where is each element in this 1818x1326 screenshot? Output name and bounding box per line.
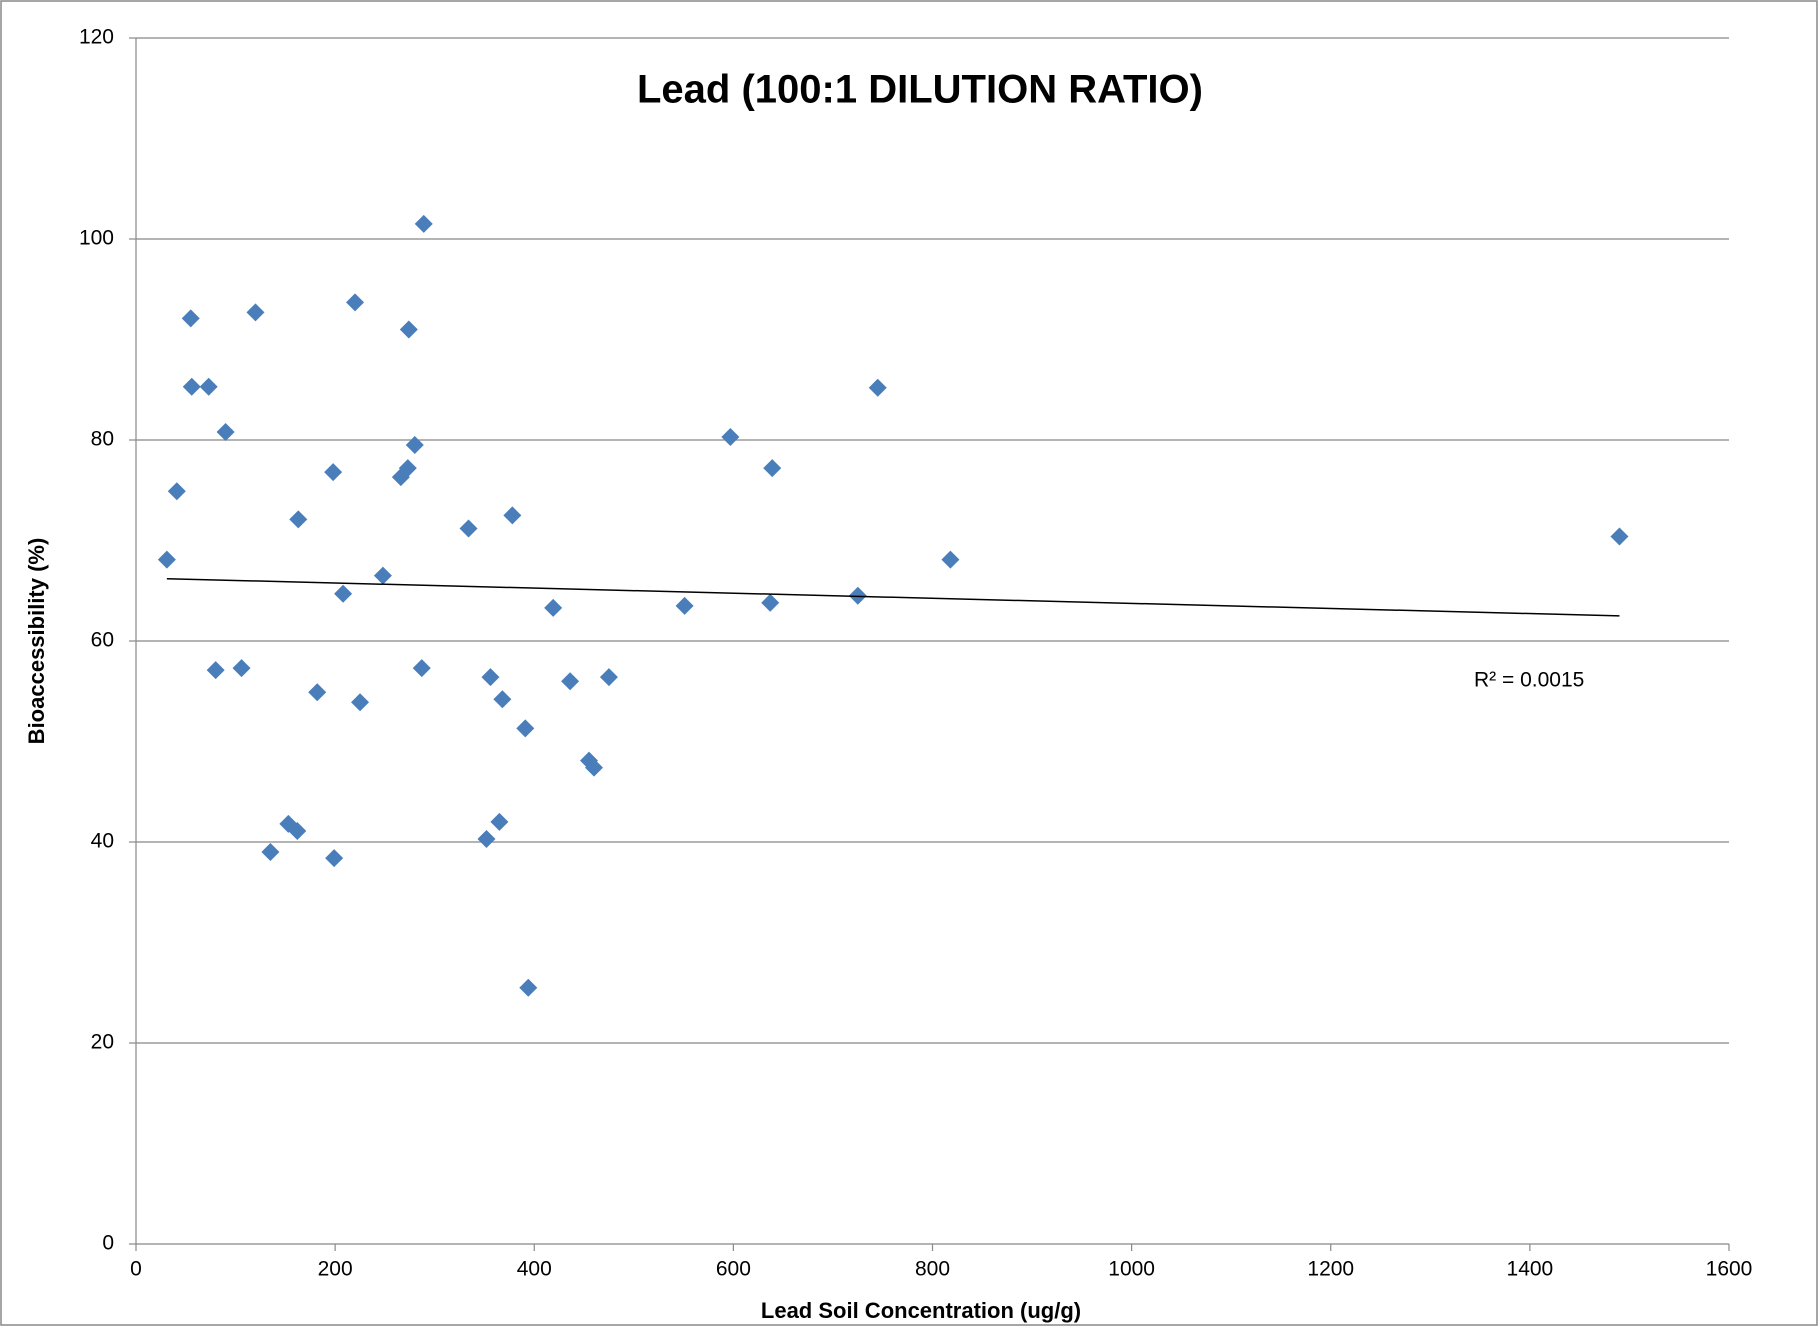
point <box>216 422 235 441</box>
point <box>503 506 522 525</box>
x-tick-label: 1000 <box>1108 1258 1155 1281</box>
x-tick-label: 1200 <box>1307 1258 1354 1281</box>
point <box>398 459 417 478</box>
x-tick-label: 1400 <box>1507 1258 1554 1281</box>
x-tick-label: 400 <box>517 1258 552 1281</box>
point <box>761 593 780 612</box>
point <box>544 598 563 617</box>
x-axis-label: Lead Soil Concentration (ug/g) <box>761 1298 1081 1323</box>
point <box>584 758 603 777</box>
x-tick-label: 200 <box>318 1258 353 1281</box>
y-axis-label: Bioaccessibility (%) <box>24 538 49 745</box>
point <box>561 672 580 691</box>
point <box>325 849 344 868</box>
y-tick-label: 80 <box>91 428 114 451</box>
point <box>477 829 496 848</box>
point <box>346 293 365 312</box>
trendline-label: R² = 0.0015 <box>1474 669 1584 692</box>
point <box>334 584 353 603</box>
point <box>1610 527 1629 546</box>
point <box>288 821 307 840</box>
point <box>459 519 478 538</box>
point <box>206 661 225 680</box>
point <box>599 668 618 687</box>
point <box>308 683 327 702</box>
point <box>373 566 392 585</box>
point <box>351 693 370 712</box>
point <box>182 377 201 396</box>
y-tick-label: 20 <box>91 1031 114 1054</box>
point <box>289 510 308 529</box>
point <box>516 719 535 738</box>
point <box>199 377 218 396</box>
point <box>763 459 782 478</box>
point <box>721 427 740 446</box>
point <box>675 596 694 615</box>
point <box>493 690 512 709</box>
point <box>246 303 265 322</box>
point <box>261 843 280 862</box>
point <box>167 482 186 501</box>
point <box>405 436 424 455</box>
point <box>399 320 418 339</box>
point <box>868 378 887 397</box>
y-tick-label: 60 <box>91 629 114 652</box>
point <box>181 309 200 328</box>
x-tick-label: 1600 <box>1706 1258 1753 1281</box>
y-tick-label: 120 <box>79 26 114 49</box>
point <box>519 978 538 997</box>
y-tick-label: 100 <box>79 227 114 250</box>
point <box>481 668 500 687</box>
point <box>414 214 433 233</box>
point <box>412 659 431 678</box>
point <box>232 659 251 678</box>
x-tick-label: 600 <box>716 1258 751 1281</box>
point <box>941 550 960 569</box>
chart-title: Lead (100:1 DILUTION RATIO) <box>637 68 1203 112</box>
x-tick-label: 800 <box>915 1258 950 1281</box>
y-tick-label: 40 <box>91 830 114 853</box>
x-tick-label: 0 <box>130 1258 142 1281</box>
point <box>157 550 176 569</box>
y-tick-label: 0 <box>102 1232 114 1255</box>
trendline <box>166 577 1620 617</box>
point <box>490 812 509 831</box>
point <box>324 463 343 482</box>
